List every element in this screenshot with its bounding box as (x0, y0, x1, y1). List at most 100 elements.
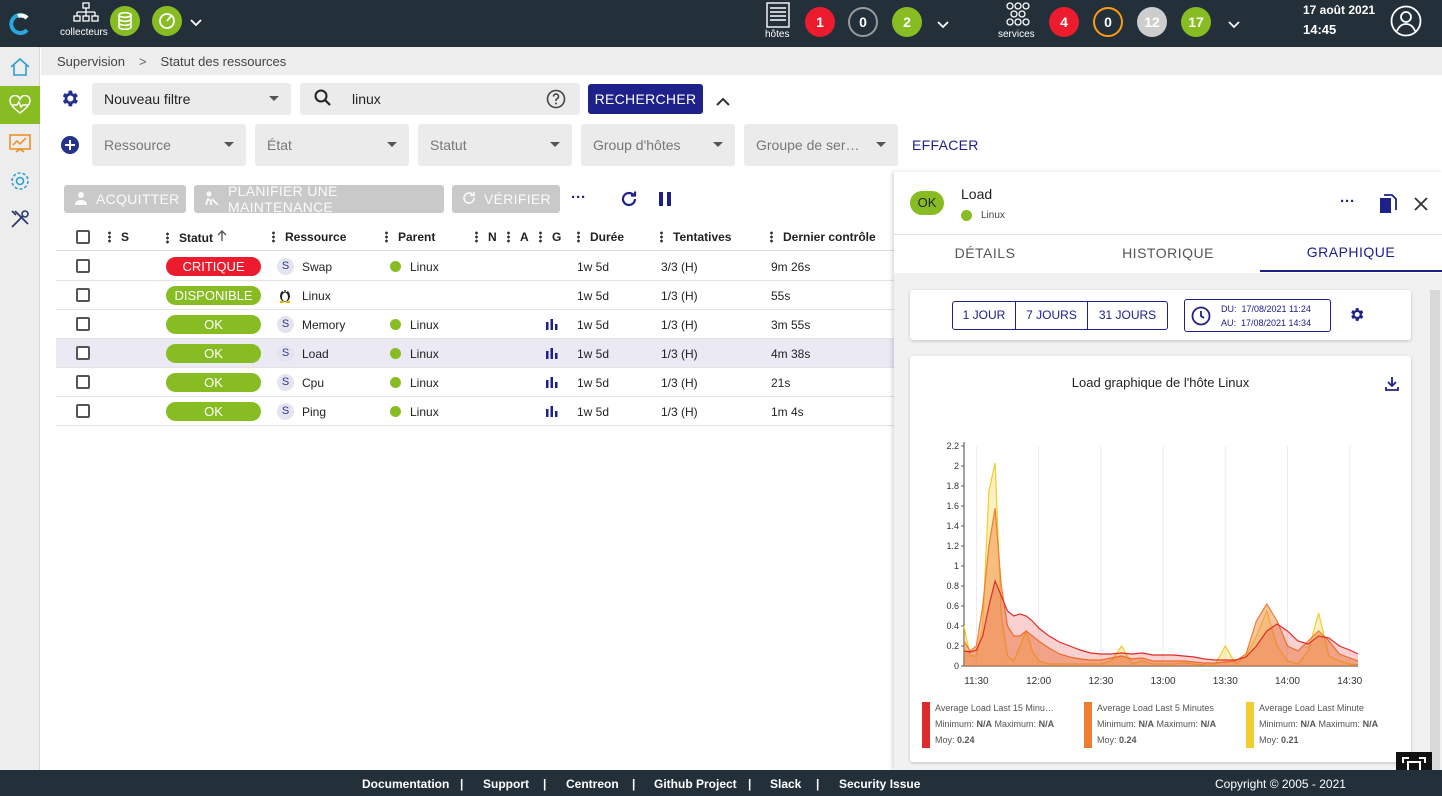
period-7-days-button[interactable]: 7 JOURS (1016, 302, 1088, 329)
configuration-icon[interactable] (0, 162, 40, 200)
resource-name[interactable]: Cpu (302, 376, 325, 390)
column-duration[interactable]: Durée (577, 230, 624, 244)
tab-graph[interactable]: GRAPHIQUE (1260, 234, 1442, 272)
download-icon[interactable] (1384, 376, 1400, 397)
add-criteria-icon[interactable] (60, 135, 80, 160)
footer-security-link[interactable]: Security Issue (839, 777, 921, 791)
parent-name[interactable]: Linux (410, 376, 439, 390)
period-1-day-button[interactable]: 1 JOUR (953, 302, 1016, 329)
breadcrumb-resource-status[interactable]: Statut des ressources (160, 53, 287, 69)
parent-name[interactable]: Linux (410, 318, 439, 332)
row-checkbox[interactable] (76, 346, 90, 360)
table-row[interactable]: OK S Ping Linux 1w 5d 1/3 (H) 1m 4s (56, 397, 894, 426)
chevron-down-icon[interactable] (190, 14, 202, 32)
column-a[interactable]: A (507, 230, 529, 244)
column-last-check[interactable]: Dernier contrôle (770, 230, 876, 244)
graph-bar-icon[interactable] (546, 348, 558, 359)
check-button[interactable]: VÉRIFIER (452, 185, 560, 213)
breadcrumb-supervision[interactable]: Supervision (57, 53, 125, 69)
tab-details[interactable]: DÉTAILS (954, 245, 1016, 261)
resource-name[interactable]: Memory (302, 318, 346, 332)
saved-filter-select[interactable]: Nouveau filtre (92, 83, 291, 115)
state-select[interactable]: État (255, 124, 409, 166)
resource-name[interactable]: Ping (302, 405, 327, 419)
legend-item[interactable]: Average Load Last 15 Minu… Minimum: N/A M… (922, 702, 1080, 748)
table-row[interactable]: DISPONIBLE Linux 1w 5d 1/3 (H) 55s (56, 281, 894, 310)
parent-name[interactable]: Linux (410, 347, 439, 361)
panel-parent[interactable]: Linux (981, 210, 1005, 221)
date-range-picker[interactable]: DU: 17/08/2021 11:24 AU: 17/08/2021 14:3… (1184, 299, 1331, 332)
services-warning-count[interactable]: 0 (1093, 7, 1123, 37)
resource-name[interactable]: Swap (302, 260, 333, 274)
search-field[interactable]: linux (300, 83, 580, 115)
table-row[interactable]: CRITIQUE S Swap Linux 1w 5d 3/3 (H) 9m 26s (56, 252, 894, 281)
table-row[interactable]: OK S Memory Linux 1w 5d 1/3 (H) 3m 55s (56, 310, 894, 339)
downtime-button[interactable]: PLANIFIER UNE MAINTENANCE (194, 183, 444, 215)
acknowledge-button[interactable]: ACQUITTER (64, 185, 186, 213)
clear-filter-button[interactable]: EFFACER (912, 137, 979, 153)
administration-icon[interactable] (0, 200, 40, 238)
copy-link-icon[interactable] (1379, 194, 1397, 219)
chevron-down-icon[interactable] (1228, 16, 1240, 34)
row-checkbox[interactable] (76, 375, 90, 389)
chevron-up-icon[interactable] (716, 93, 730, 111)
legend-item[interactable]: Average Load Last 5 Minutes Minimum: N/A … (1084, 702, 1242, 748)
column-resource[interactable]: Ressource (272, 230, 346, 244)
pause-icon[interactable] (658, 191, 672, 212)
centreon-logo-icon[interactable] (0, 0, 40, 47)
filter-settings-icon[interactable] (59, 88, 80, 114)
parent-name[interactable]: Linux (410, 405, 439, 419)
services-critical-count[interactable]: 4 (1049, 7, 1079, 37)
row-checkbox[interactable] (76, 317, 90, 331)
home-icon[interactable] (0, 48, 40, 86)
column-parent[interactable]: Parent (385, 230, 435, 244)
table-row[interactable]: OK S Load Linux 1w 5d 1/3 (H) 4m 38s (56, 339, 894, 368)
footer-centreon-link[interactable]: Centreon (566, 777, 619, 791)
row-checkbox[interactable] (76, 259, 90, 273)
legend-item[interactable]: Average Load Last Minute Minimum: N/A Max… (1246, 702, 1404, 748)
service-group-select[interactable]: Groupe de ser… (744, 124, 898, 166)
collectors-icon[interactable] (72, 2, 100, 26)
tab-history[interactable]: HISTORIQUE (1122, 245, 1214, 261)
close-icon[interactable] (1414, 197, 1428, 216)
chevron-down-icon[interactable] (937, 16, 949, 34)
panel-scrollbar[interactable] (1430, 290, 1440, 770)
help-icon[interactable] (546, 89, 566, 112)
hosts-down-count[interactable]: 1 (805, 7, 835, 37)
resource-select[interactable]: Ressource (92, 124, 246, 166)
resource-name[interactable]: Linux (302, 289, 331, 303)
poller-status-icon[interactable] (152, 6, 182, 36)
reporting-icon[interactable] (0, 124, 40, 162)
footer-slack-link[interactable]: Slack (770, 777, 802, 791)
search-button[interactable]: RECHERCHER (588, 84, 703, 114)
user-avatar-icon[interactable] (1390, 5, 1422, 42)
footer-support-link[interactable]: Support (483, 777, 529, 791)
select-all-checkbox[interactable] (76, 230, 90, 244)
column-s[interactable]: S (108, 230, 129, 244)
period-31-days-button[interactable]: 31 JOURS (1098, 308, 1157, 322)
column-n[interactable]: N (475, 230, 497, 244)
panel-more-icon[interactable]: ··· (1340, 193, 1355, 210)
services-ok-count[interactable]: 17 (1181, 7, 1211, 37)
status-select[interactable]: Statut (418, 124, 572, 166)
hosts-icon[interactable] (766, 2, 790, 33)
services-unknown-count[interactable]: 12 (1137, 7, 1167, 37)
database-icon[interactable] (110, 6, 140, 36)
graph-bar-icon[interactable] (546, 377, 558, 388)
column-g[interactable]: G (539, 230, 561, 244)
graph-bar-icon[interactable] (546, 406, 558, 417)
row-checkbox[interactable] (76, 288, 90, 302)
services-icon[interactable] (1005, 2, 1031, 31)
footer-github-link[interactable]: Github Project (654, 777, 737, 791)
hosts-up-count[interactable]: 2 (892, 7, 922, 37)
host-group-select[interactable]: Group d'hôtes (581, 124, 735, 166)
footer-documentation-link[interactable]: Documentation (362, 777, 450, 791)
column-tries[interactable]: Tentatives (660, 230, 731, 244)
monitoring-icon[interactable] (0, 86, 40, 124)
refresh-icon[interactable] (619, 189, 639, 214)
search-input[interactable]: linux (352, 91, 381, 107)
table-row[interactable]: OK S Cpu Linux 1w 5d 1/3 (H) 21s (56, 368, 894, 397)
graph-bar-icon[interactable] (546, 319, 558, 330)
row-checkbox[interactable] (76, 404, 90, 418)
more-actions-icon[interactable]: ··· (571, 189, 586, 206)
